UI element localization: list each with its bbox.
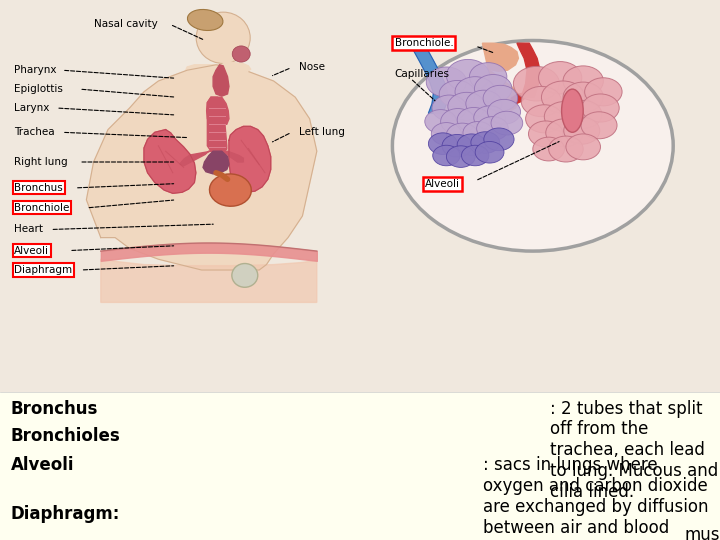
Circle shape xyxy=(581,112,617,139)
Circle shape xyxy=(475,141,504,163)
Polygon shape xyxy=(86,65,317,270)
Circle shape xyxy=(457,107,490,132)
Polygon shape xyxy=(186,65,230,79)
Circle shape xyxy=(469,63,507,91)
Text: : 2 tubes that split off from the trachea, each lead to lung. Mucous and cilia l: : 2 tubes that split off from the trache… xyxy=(550,400,718,501)
Bar xyxy=(0,392,720,540)
Circle shape xyxy=(446,123,478,147)
Polygon shape xyxy=(207,97,229,125)
Polygon shape xyxy=(229,126,271,192)
Text: Right lung: Right lung xyxy=(14,157,68,167)
Ellipse shape xyxy=(196,12,251,63)
Polygon shape xyxy=(144,130,196,193)
Text: Bronchioles: Bronchioles xyxy=(11,427,120,444)
Circle shape xyxy=(442,134,472,157)
Text: Capillaries: Capillaries xyxy=(395,69,449,79)
Circle shape xyxy=(463,122,493,144)
Circle shape xyxy=(491,111,523,135)
Polygon shape xyxy=(482,43,518,71)
Circle shape xyxy=(471,132,500,153)
Polygon shape xyxy=(223,151,243,162)
Circle shape xyxy=(426,67,467,97)
Circle shape xyxy=(564,117,600,144)
Text: Pharynx: Pharynx xyxy=(14,65,57,75)
Circle shape xyxy=(544,102,585,132)
Circle shape xyxy=(428,133,457,154)
Polygon shape xyxy=(213,65,229,96)
Circle shape xyxy=(487,99,521,124)
Circle shape xyxy=(526,105,563,133)
Polygon shape xyxy=(223,60,251,75)
Text: Nose: Nose xyxy=(299,63,325,72)
Circle shape xyxy=(425,110,456,133)
Circle shape xyxy=(483,85,518,111)
Circle shape xyxy=(563,66,603,96)
Circle shape xyxy=(441,109,475,134)
Text: Bronchiole.: Bronchiole. xyxy=(395,38,454,48)
Text: Bronchiole: Bronchiole xyxy=(14,203,70,213)
Polygon shape xyxy=(475,69,518,110)
Bar xyxy=(0,0,720,392)
Text: Alveoli: Alveoli xyxy=(425,179,460,188)
Text: Alveoli: Alveoli xyxy=(14,246,50,255)
Polygon shape xyxy=(517,43,540,97)
Circle shape xyxy=(457,134,486,156)
Circle shape xyxy=(533,137,564,161)
Circle shape xyxy=(474,75,512,103)
Circle shape xyxy=(539,62,582,94)
Circle shape xyxy=(541,81,585,113)
Text: Bronchus: Bronchus xyxy=(14,183,63,193)
Text: Diaphragm:: Diaphragm: xyxy=(11,505,120,523)
Circle shape xyxy=(521,86,562,117)
Ellipse shape xyxy=(187,10,223,30)
Circle shape xyxy=(585,78,622,106)
Circle shape xyxy=(466,90,502,117)
Circle shape xyxy=(446,146,475,167)
Polygon shape xyxy=(207,97,227,153)
Polygon shape xyxy=(410,43,448,113)
Circle shape xyxy=(474,106,505,130)
Circle shape xyxy=(528,121,563,147)
Text: : sacs in lungs where oxygen and carbon dioxide are exchanged by diffusion betwe: : sacs in lungs where oxygen and carbon … xyxy=(482,456,708,540)
Circle shape xyxy=(566,134,600,160)
Text: Left lung: Left lung xyxy=(299,127,345,137)
Circle shape xyxy=(513,66,559,101)
Circle shape xyxy=(446,59,490,92)
Circle shape xyxy=(433,145,460,166)
Circle shape xyxy=(431,123,462,145)
Text: Heart: Heart xyxy=(14,225,43,234)
Circle shape xyxy=(564,100,602,129)
Text: Bronchus: Bronchus xyxy=(11,400,98,417)
Text: Diaphragm: Diaphragm xyxy=(14,265,73,275)
Text: Alveoli: Alveoli xyxy=(11,456,74,474)
Circle shape xyxy=(448,92,485,120)
Circle shape xyxy=(439,80,475,107)
Text: Trachea: Trachea xyxy=(14,127,55,137)
Ellipse shape xyxy=(562,89,583,132)
Circle shape xyxy=(432,95,467,121)
Ellipse shape xyxy=(210,174,251,206)
Circle shape xyxy=(546,119,583,147)
Polygon shape xyxy=(101,259,317,302)
Polygon shape xyxy=(203,151,229,174)
Circle shape xyxy=(549,136,583,162)
Text: Larynx: Larynx xyxy=(14,103,50,113)
Circle shape xyxy=(484,128,514,151)
Ellipse shape xyxy=(232,264,258,287)
Circle shape xyxy=(455,77,495,107)
Ellipse shape xyxy=(232,46,251,62)
Circle shape xyxy=(477,117,508,140)
Polygon shape xyxy=(511,93,533,104)
Circle shape xyxy=(462,145,489,166)
Text: Epiglottis: Epiglottis xyxy=(14,84,63,94)
Circle shape xyxy=(582,94,619,122)
Text: Nasal cavity: Nasal cavity xyxy=(94,19,158,29)
Polygon shape xyxy=(180,151,211,166)
Circle shape xyxy=(392,40,673,251)
Text: muscle separating the thoracic from the abdominal cavities.: muscle separating the thoracic from the … xyxy=(685,505,720,540)
Circle shape xyxy=(563,82,603,112)
